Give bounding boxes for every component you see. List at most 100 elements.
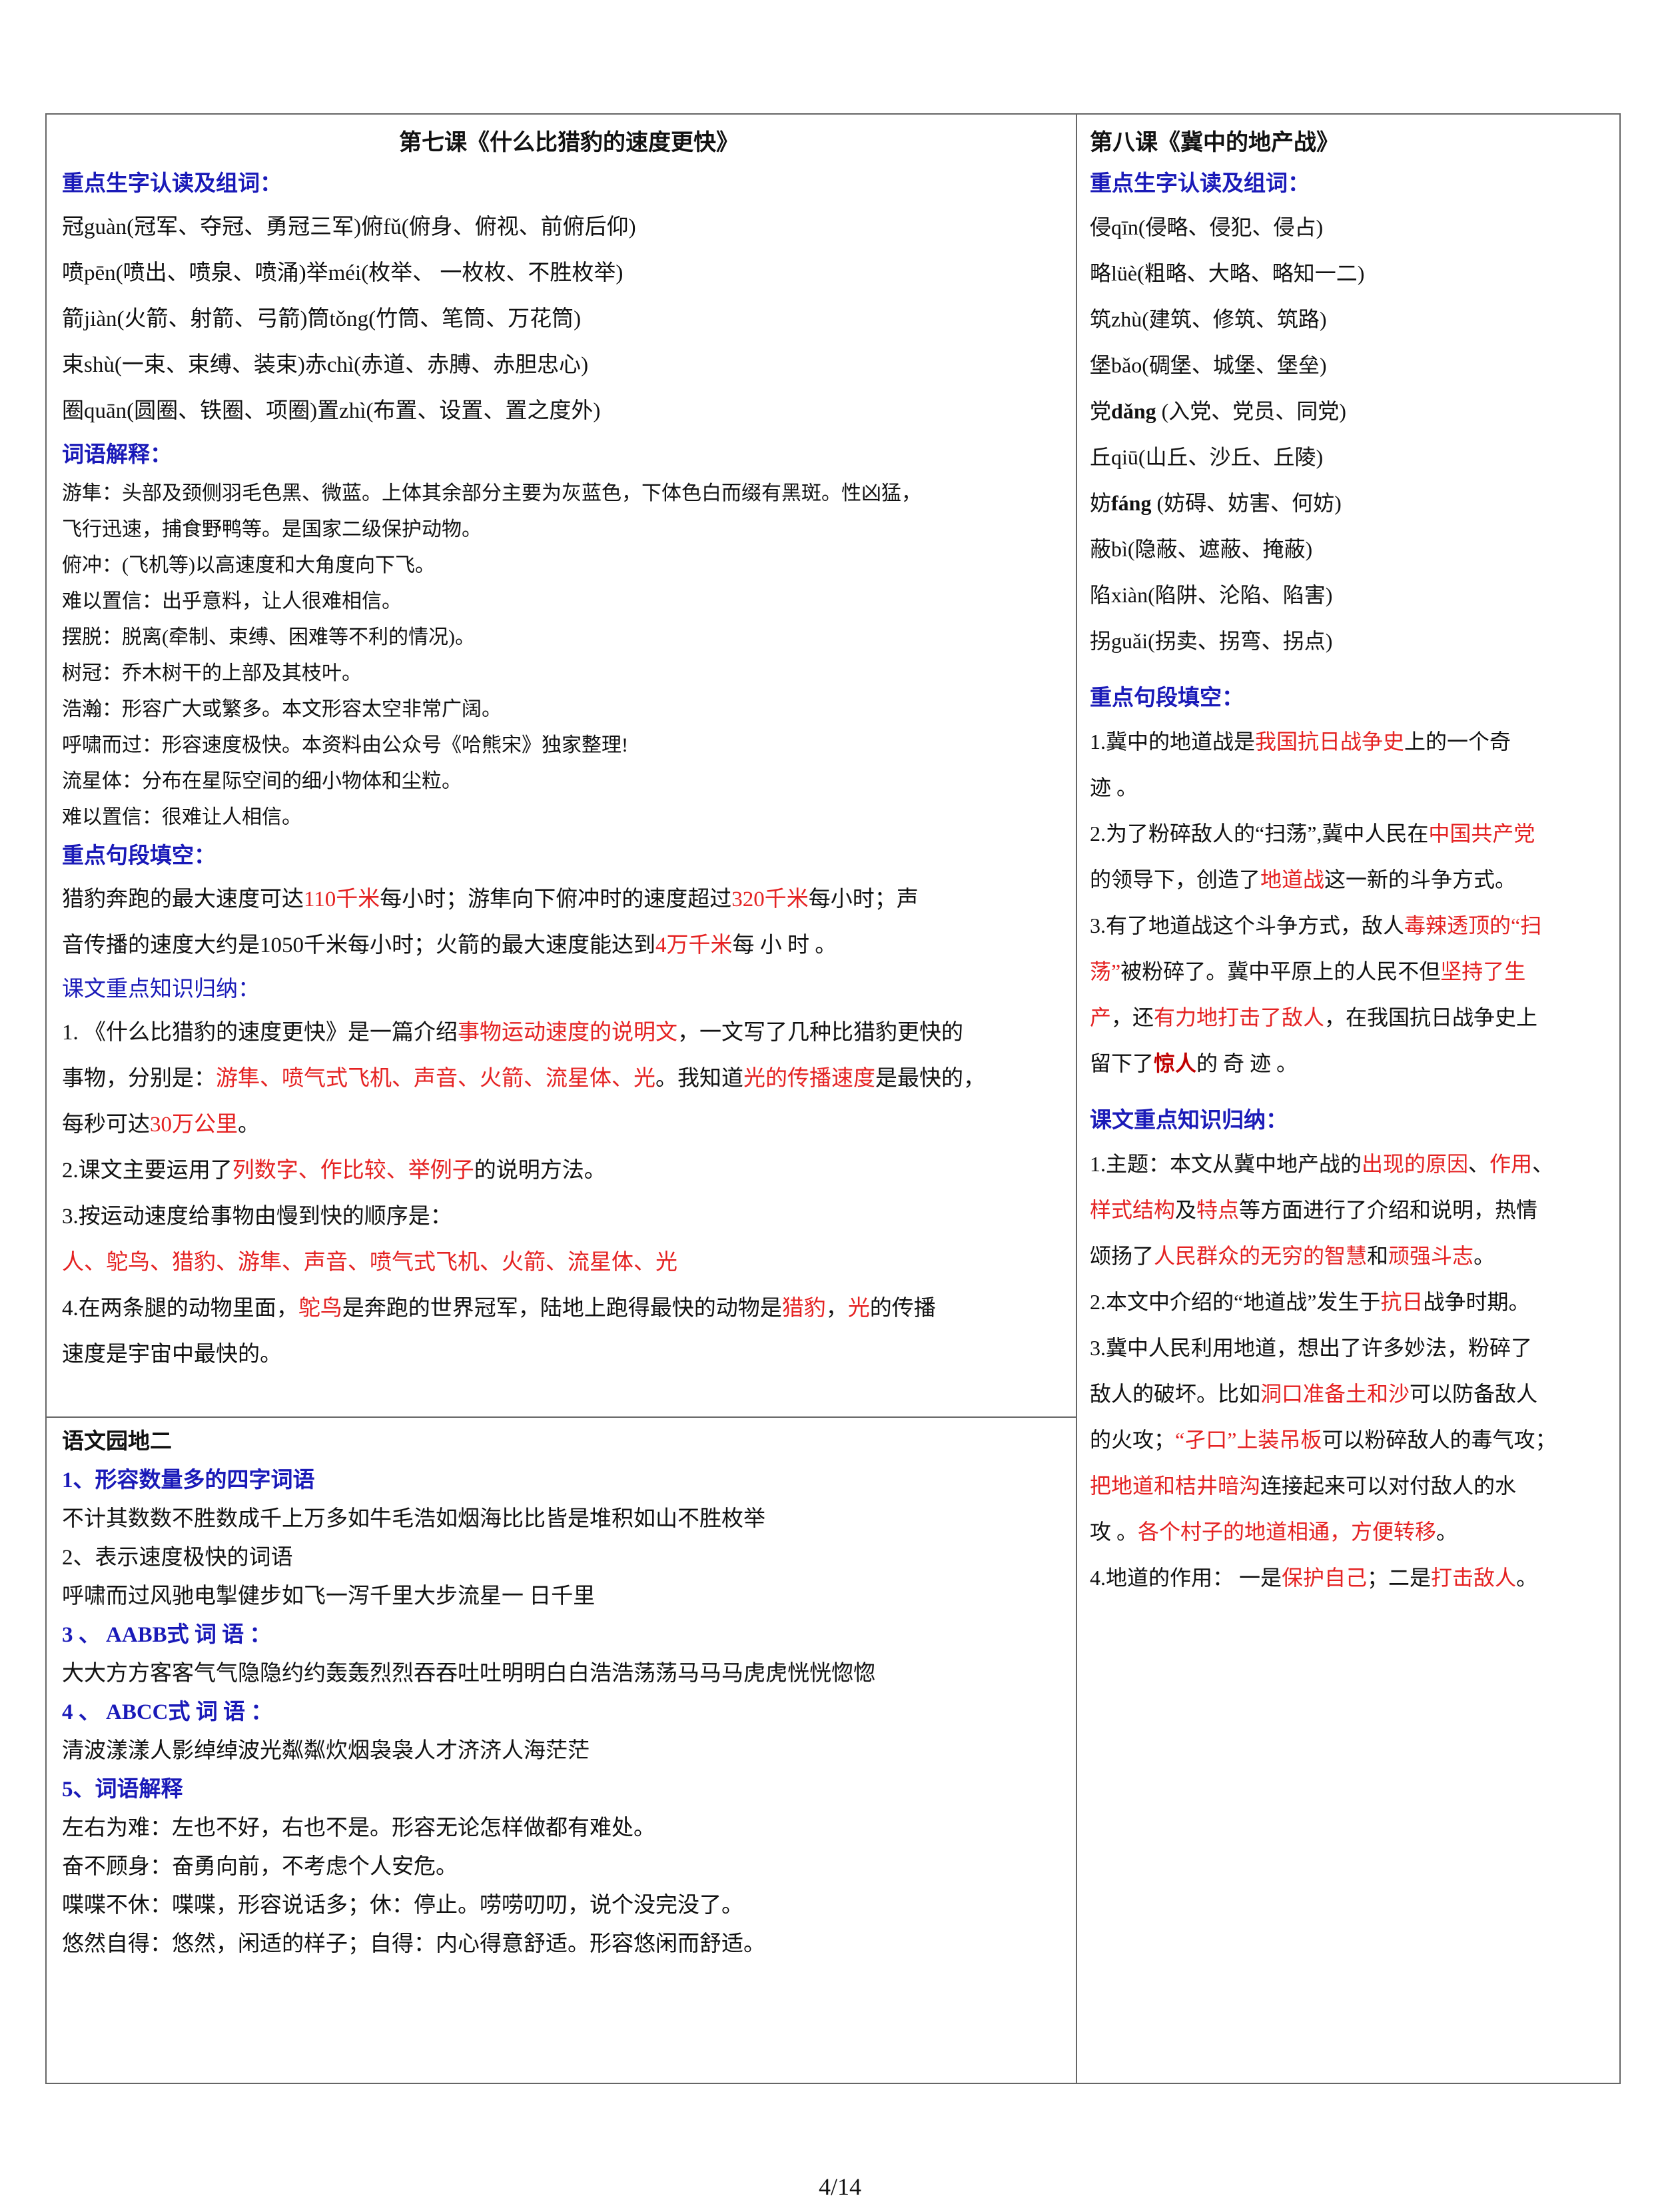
text-line: 妨fáng (妨碍、妨害、何妨) <box>1090 480 1619 526</box>
text-run: 每小时；声 <box>808 887 919 911</box>
text-run: 重点句段填空： <box>1090 686 1244 710</box>
text-run: 音传播的速度大约是1050千米每小时；火箭的最大速度能达到 <box>62 933 655 957</box>
text-line: 3.冀中人民利用地道，想出了许多妙法，粉碎了 <box>1090 1325 1619 1371</box>
text-run: 、 <box>1532 1152 1554 1176</box>
text-line: 2.课文主要运用了列数字、作比较、举例子的说明方法。 <box>62 1148 1076 1194</box>
text-run: 2.本文中介绍的“地道战”发生于 <box>1090 1290 1381 1314</box>
text-line: 重点生字认读及组词： <box>1090 163 1619 205</box>
text-run: ；二是 <box>1367 1566 1432 1590</box>
text-run: 2.为了粉碎敌人的“扫荡”,冀中人民在 <box>1090 822 1429 845</box>
text-run: 每秒可达 <box>62 1113 150 1137</box>
text-run: 连接起来可以对付敌人的水 <box>1260 1474 1517 1498</box>
text-run: 党 <box>1090 399 1112 423</box>
column-divider <box>1076 113 1077 2084</box>
text-line: 浩瀚：形容广大或繁多。本文形容太空非常广阔。 <box>62 692 1076 728</box>
text-line: 陷xiàn(陷阱、沦陷、陷害) <box>1090 572 1619 618</box>
text-run: 猎豹奔跑的最大速度可达 <box>62 887 304 911</box>
text-run: 4.地道的作用： 一是 <box>1090 1566 1282 1590</box>
text-run: 圈quān(圆圈、铁圈、项圈)置zhì(布置、设置、置之度外) <box>62 399 601 423</box>
text-run: 颂扬了 <box>1090 1244 1154 1268</box>
text-line: 蔽bì(隐蔽、遮蔽、掩蔽) <box>1090 526 1619 572</box>
text-line: 略lüè(粗略、大略、略知一二) <box>1090 251 1619 296</box>
lesson-seven-cell: 第七课《什么比猎豹的速度更快》 重点生字认读及组词： 冠guàn(冠军、夺冠、勇冠三… <box>47 123 1076 1378</box>
text-run: 飞行迅速，捕食野鸭等。是国家二级保护动物。 <box>62 518 482 540</box>
text-run: 把地道和桔井暗沟 <box>1090 1474 1261 1498</box>
text-run: 我国抗日战争史 <box>1255 730 1405 754</box>
text-line: 课文重点知识归纳： <box>1090 1100 1619 1141</box>
text-run: 。我知道 <box>655 1067 743 1091</box>
text-run: 光的传播速度 <box>743 1067 875 1091</box>
text-line: 堡bǎo(碉堡、城堡、堡垒) <box>1090 342 1619 388</box>
text-line: 迹 。 <box>1090 765 1619 811</box>
text-run: 速度是宇宙中最快的。 <box>62 1343 282 1367</box>
text-run: 。 <box>1473 1244 1495 1268</box>
row-divider <box>45 1416 1076 1418</box>
text-run: 地道战 <box>1260 867 1325 891</box>
text-run: 。 <box>1436 1520 1458 1544</box>
text-line: 清波漾漾人影绰绰波光粼粼炊烟袅袅人才济济人海茫茫 <box>62 1732 1076 1770</box>
text-line: 奋不顾身：奋勇向前，不考虑个人安危。 <box>62 1848 1076 1886</box>
text-line: 2、表示速度极快的词语 <box>62 1538 1076 1577</box>
text-line: 事物，分别是：游隼、喷气式飞机、声音、火箭、流星体、光。我知道光的传播速度是最快… <box>62 1056 1076 1102</box>
text-run: 特点 <box>1196 1198 1240 1222</box>
text-run: 可以粉碎敌人的毒气攻； <box>1322 1428 1557 1452</box>
text-line: 重点生字认读及组词： <box>62 163 1076 205</box>
language-garden-cell: 语文园地二 1、形容数量多的四字词语 不计其数数不胜数成千上万多如牛毛浩如烟海比比皆… <box>47 1422 1076 1963</box>
text-run: 不计其数数不胜数成千上万多如牛毛浩如烟海比比皆是堆积如山不胜枚举 <box>62 1507 765 1531</box>
text-line: 丘qiū(山丘、沙丘、丘陵) <box>1090 434 1619 480</box>
text-run: 箭jiàn(火箭、射箭、弓箭)筒tǒng(竹筒、笔筒、万花筒) <box>62 307 582 331</box>
text-run: 产 <box>1090 1005 1112 1029</box>
text-line: 语文园地二 <box>62 1422 1076 1461</box>
text-run: 样式结构 <box>1090 1198 1176 1222</box>
text-run: 3.有了地道战这个斗争方式，敌人 <box>1090 913 1405 937</box>
text-line: 的领导下，创造了地道战这一新的斗争方式。 <box>1090 857 1619 903</box>
text-line: 人、鸵鸟、猎豹、游隼、声音、喷气式飞机、火箭、流星体、光 <box>62 1240 1076 1286</box>
text-line: 第八课《冀中的地产战》 <box>1090 123 1619 163</box>
text-run: 30万公里 <box>150 1113 238 1137</box>
text-run: 冠guàn(冠军、夺冠、勇冠三军)俯fǔ(俯身、俯视、前俯后仰) <box>62 215 636 239</box>
text-run: 3.冀中人民利用地道，想出了许多妙法，粉碎了 <box>1090 1336 1533 1360</box>
text-run: 鸵鸟 <box>298 1297 342 1321</box>
text-run: 4 、 ABCC式 词 语 ： <box>62 1700 273 1724</box>
text-line: 呼啸而过：形容速度极快。本资料由公众号《哈熊宋》独家整理! <box>62 728 1076 764</box>
text-run: 顽强斗志 <box>1388 1244 1474 1268</box>
text-run: 蔽bì(隐蔽、遮蔽、掩蔽) <box>1090 537 1313 561</box>
text-line: 左右为难：左也不好，右也不是。形容无论怎样做都有难处。 <box>62 1809 1076 1848</box>
text-run: 陷xiàn(陷阱、沦陷、陷害) <box>1090 583 1333 607</box>
text-line: 俯冲：(飞机等)以高速度和大角度向下飞。 <box>62 548 1076 584</box>
text-run: 1.主题：本文从冀中地产战的 <box>1090 1152 1362 1176</box>
text-run: ，还 <box>1111 1005 1154 1029</box>
text-line: 每秒可达30万公里。 <box>62 1102 1076 1148</box>
text-run: 左右为难：左也不好，右也不是。形容无论怎样做都有难处。 <box>62 1816 655 1840</box>
text-line: 5、词语解释 <box>62 1770 1076 1809</box>
text-run: 人、鸵鸟、猎豹、游隼、声音、喷气式飞机、火箭、流星体、光 <box>62 1251 677 1275</box>
text-line: 2.为了粉碎敌人的“扫荡”,冀中人民在中国共产党 <box>1090 811 1619 857</box>
text-run: “孑口”上装吊板 <box>1175 1428 1322 1452</box>
text-run: 游隼：头部及颈侧羽毛色黑、微蓝。上体其余部分主要为灰蓝色，下体色白而缀有黑斑。性… <box>62 482 921 504</box>
text-line: 难以置信：出乎意料，让人很难相信。 <box>62 584 1076 620</box>
text-run: 的 奇 迹 。 <box>1196 1051 1298 1075</box>
text-run: 出现的原因 <box>1362 1152 1469 1176</box>
text-line: 束shù(一束、束缚、装束)赤chì(赤道、赤膊、赤胆忠心) <box>62 342 1076 388</box>
text-run: 。 <box>238 1113 260 1137</box>
text-run: 事物运动速度的说明文 <box>458 1021 677 1045</box>
text-run: dǎng <box>1111 399 1156 423</box>
text-run: 毒辣透顶的“扫 <box>1404 913 1542 937</box>
text-run: 俯冲：(飞机等)以高速度和大角度向下飞。 <box>62 554 435 576</box>
text-run: 、 <box>1468 1152 1490 1176</box>
text-run: 难以置信：出乎意料，让人很难相信。 <box>62 590 402 612</box>
text-line: 1. 《什么比猎豹的速度更快》是一篇介绍事物运动速度的说明文，一文写了几种比猎豹… <box>62 1010 1076 1056</box>
text-line: 第七课《什么比猎豹的速度更快》 <box>62 123 1076 163</box>
text-run: (入党、党员、同党) <box>1156 399 1346 423</box>
text-run: 。 <box>1516 1566 1538 1590</box>
text-run: 游隼、喷气式飞机、声音、火箭、流星体、光 <box>216 1067 655 1091</box>
text-run: 战争时期。 <box>1423 1290 1530 1314</box>
text-run: ， <box>825 1297 848 1321</box>
text-run: 事物，分别是： <box>62 1067 216 1091</box>
text-run: 悠然自得：悠然，闲适的样子；自得：内心得意舒适。形容悠闲而舒适。 <box>62 1932 765 1956</box>
text-line: 荡”被粉碎了。冀中平原上的人民不但坚持了生 <box>1090 949 1619 995</box>
text-run: 略lüè(粗略、大略、略知一二) <box>1090 261 1365 285</box>
text-run: 110千米 <box>304 887 380 911</box>
text-run: 上的一个奇 <box>1404 730 1511 754</box>
text-run: 可以防备敌人 <box>1410 1382 1538 1406</box>
